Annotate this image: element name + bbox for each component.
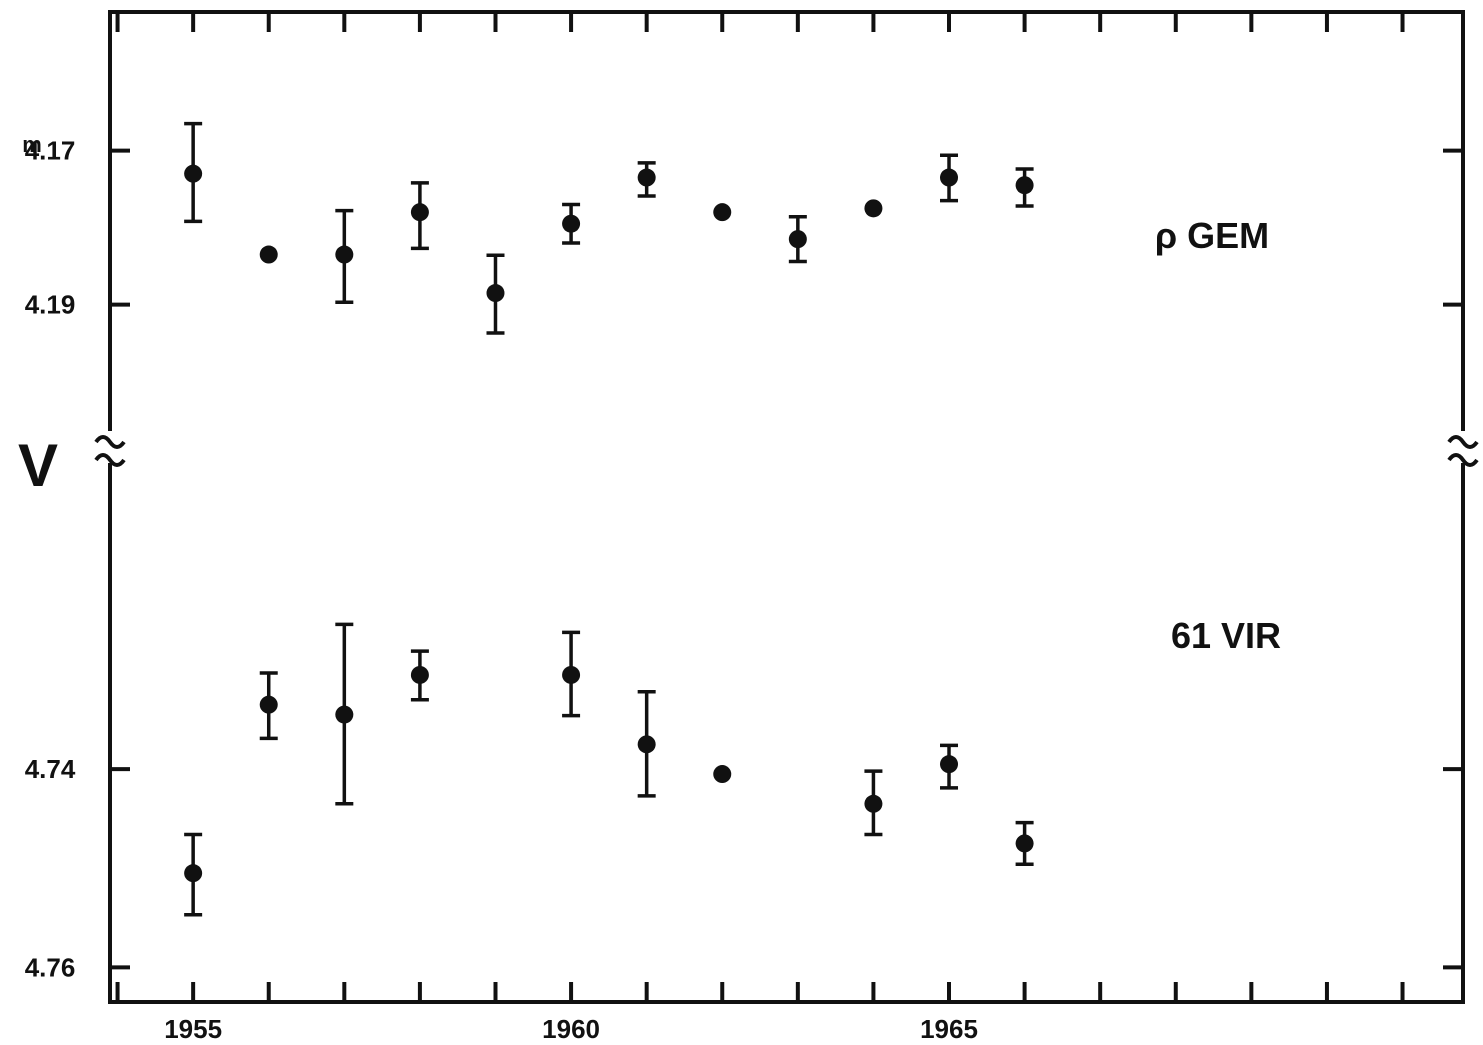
axis-break-tilde	[94, 435, 126, 449]
data-point	[184, 864, 203, 883]
x-tick-label: 1965	[920, 1014, 978, 1044]
axis-break-tilde	[1447, 435, 1479, 449]
data-point	[486, 284, 505, 303]
data-point	[713, 203, 732, 222]
data-point	[335, 705, 354, 724]
data-point	[410, 203, 429, 222]
axis-break-tilde	[94, 453, 126, 467]
y-tick-label: 4.19	[25, 290, 76, 320]
data-point	[637, 735, 656, 754]
series-label: ρ GEM	[1155, 215, 1269, 256]
data-point	[562, 214, 581, 233]
data-point	[940, 755, 959, 774]
data-point	[864, 794, 883, 813]
data-point	[335, 245, 354, 264]
y-unit-superscript: m	[22, 132, 42, 157]
y-tick-label: 4.74	[25, 754, 76, 784]
y-axis-label: V	[18, 432, 58, 499]
data-point	[259, 695, 278, 714]
series-label: 61 VIR	[1171, 615, 1281, 656]
x-tick-label: 1955	[164, 1014, 222, 1044]
data-point	[410, 665, 429, 684]
data-point	[562, 665, 581, 684]
data-point	[259, 245, 278, 264]
y-tick-label: 4.76	[25, 952, 76, 982]
data-point	[1015, 834, 1034, 853]
x-tick-label: 1960	[542, 1014, 600, 1044]
axis-break-tilde	[1447, 453, 1479, 467]
plot-frame	[108, 10, 1465, 1004]
data-point	[637, 168, 656, 187]
axis-break-left	[94, 431, 126, 467]
axis-break-right	[1447, 431, 1479, 467]
data-point	[184, 164, 203, 183]
data-point	[864, 199, 883, 218]
data-point	[713, 765, 732, 784]
y-tick-label: 4.17	[25, 136, 76, 166]
data-point	[788, 230, 807, 249]
data-point	[940, 168, 959, 187]
data-point	[1015, 176, 1034, 195]
